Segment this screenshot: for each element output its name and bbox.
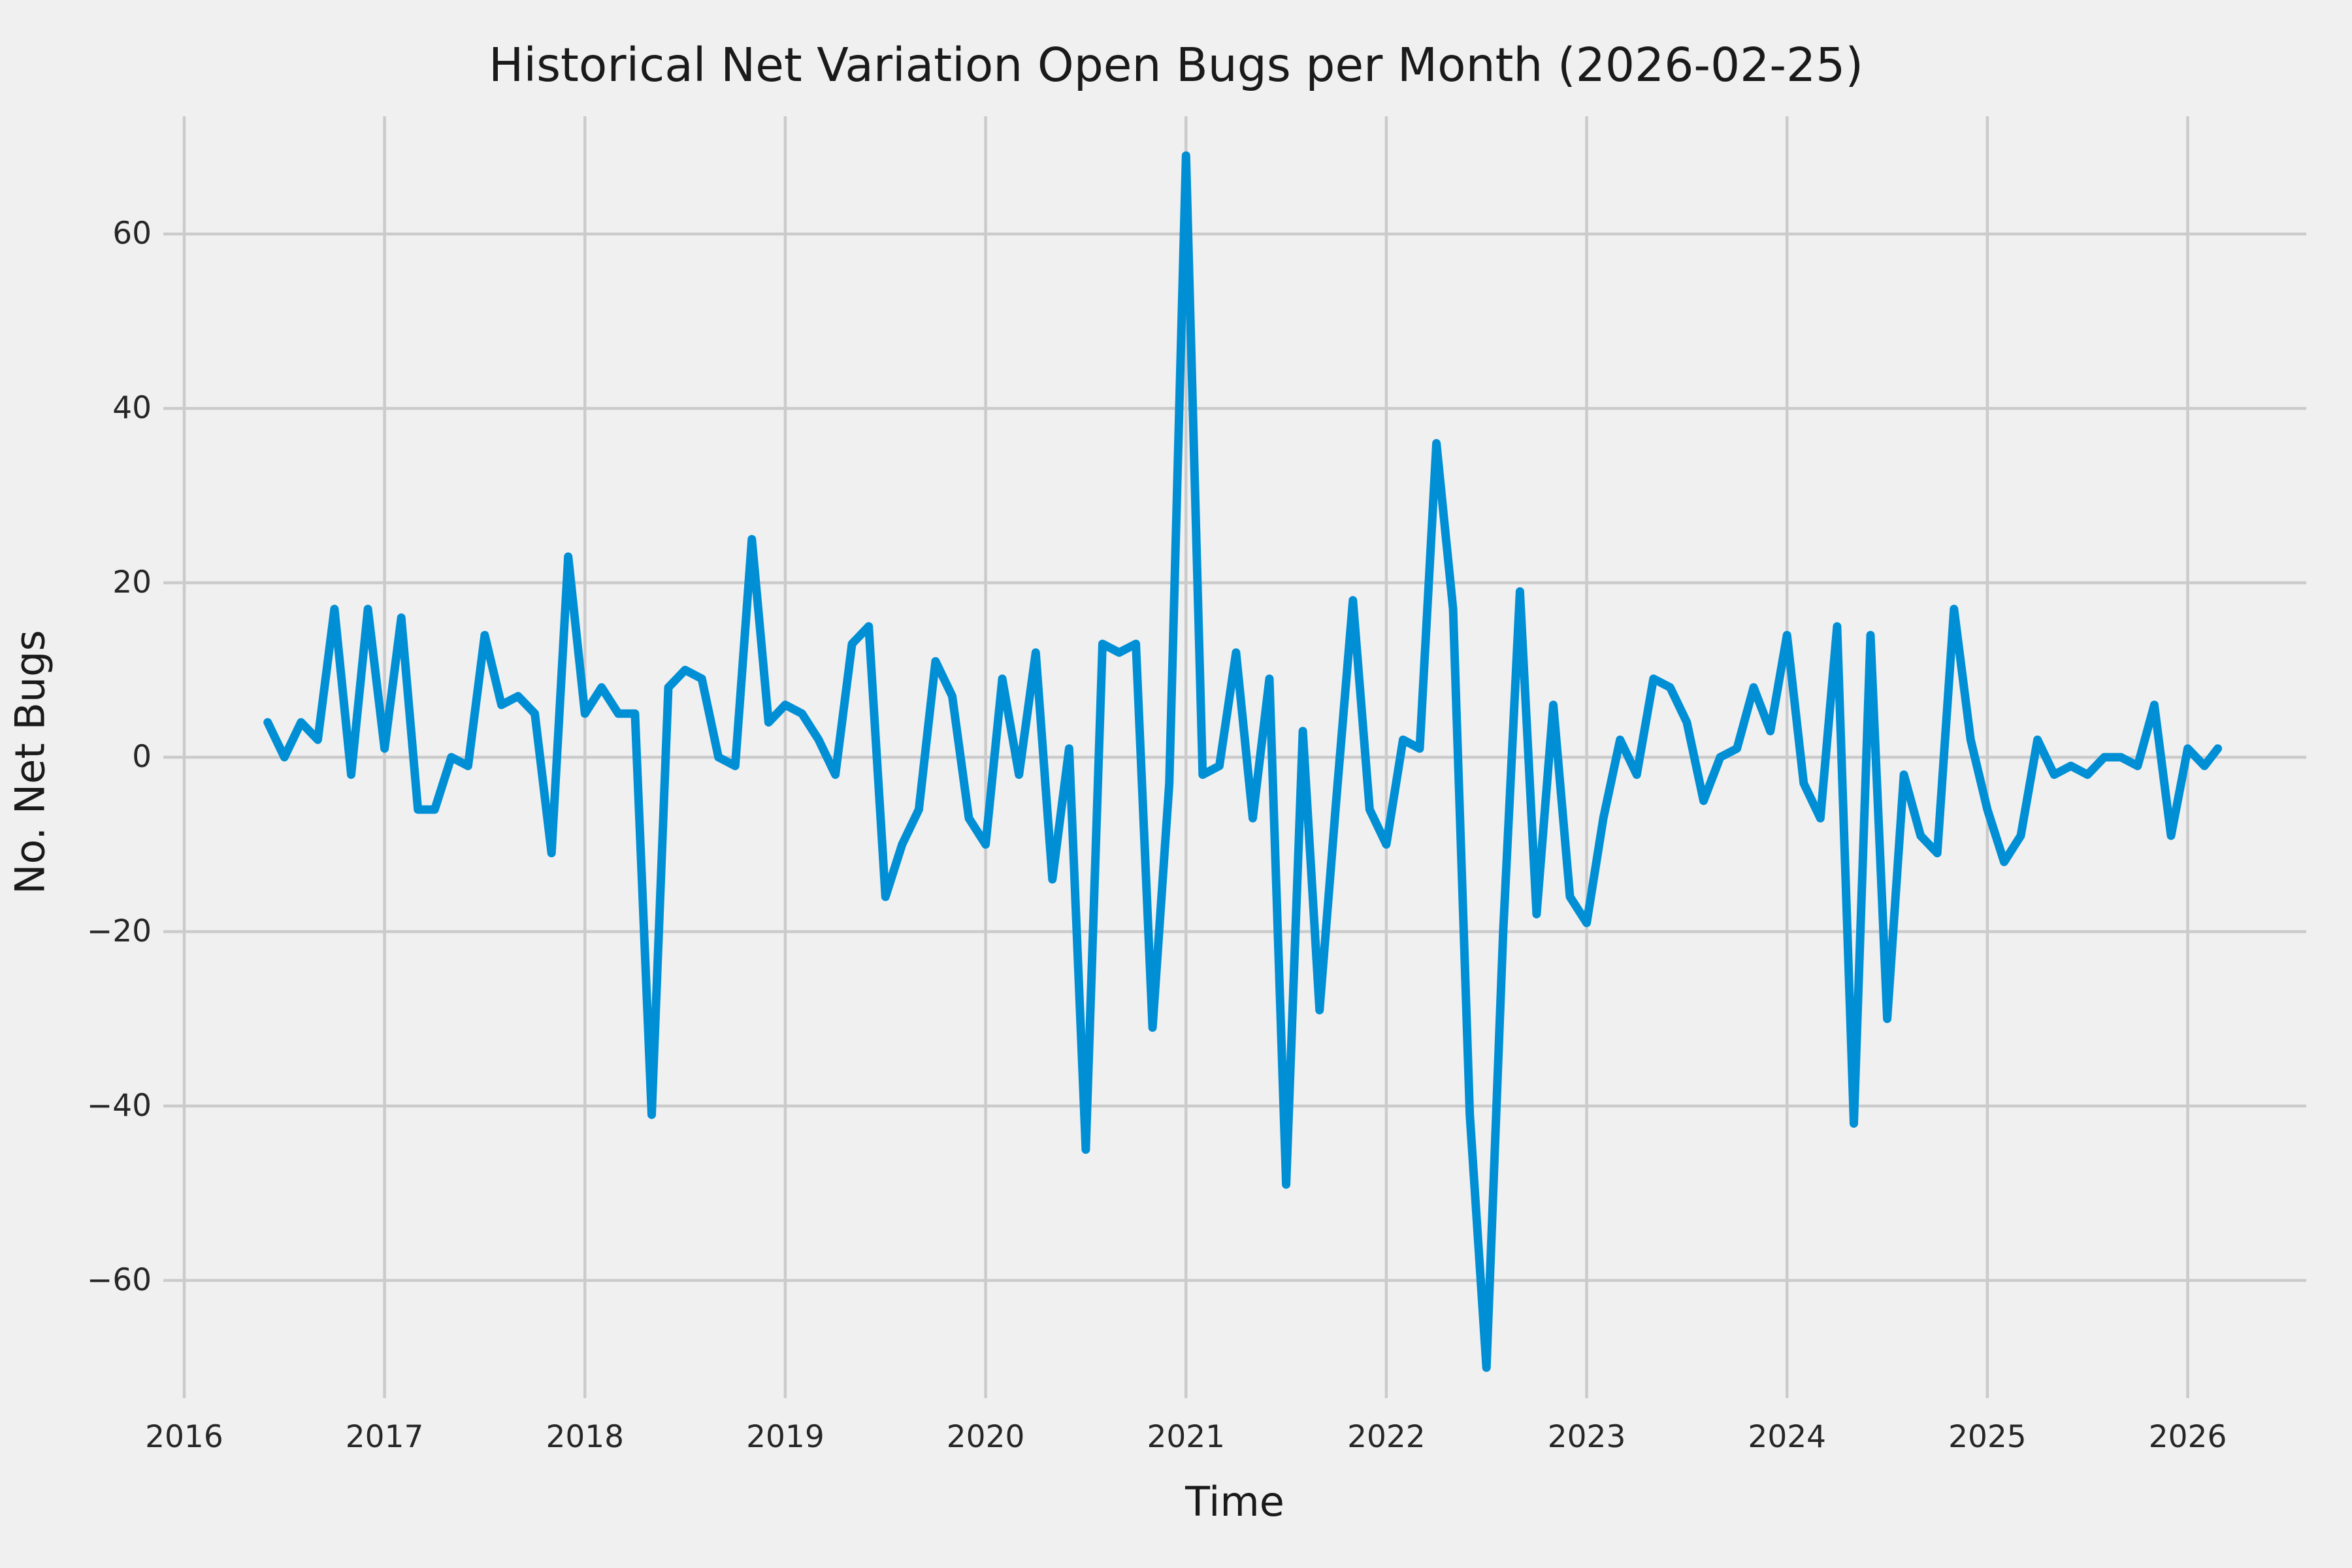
x-tick-label-2025: 2025 [1948, 1419, 2027, 1455]
x-tick-label-2017: 2017 [345, 1419, 424, 1455]
x-tick-label-2024: 2024 [1748, 1419, 1827, 1455]
x-tick-label-2016: 2016 [145, 1419, 223, 1455]
y-tick-label-0: 0 [132, 739, 152, 775]
grid-lines [163, 116, 2306, 1398]
y-tick-label--40: −40 [86, 1087, 152, 1124]
net-bugs-line-series [263, 151, 2223, 1372]
x-tick-label-2021: 2021 [1147, 1419, 1226, 1455]
x-tick-label-2020: 2020 [946, 1419, 1025, 1455]
y-tick-label--60: −60 [86, 1262, 152, 1298]
x-tick-label-2023: 2023 [1547, 1419, 1626, 1455]
x-axis-label: Time [1185, 1478, 1284, 1526]
x-tick-label-2018: 2018 [546, 1419, 625, 1455]
x-tick-label-2026: 2026 [2148, 1419, 2227, 1455]
y-tick-label-60: 60 [112, 216, 152, 252]
y-tick-label-40: 40 [112, 390, 152, 427]
chart-title: Historical Net Variation Open Bugs per M… [488, 38, 1864, 92]
x-tick-label-2019: 2019 [746, 1419, 825, 1455]
y-tick-label--20: −20 [86, 913, 152, 949]
x-tick-label-2022: 2022 [1347, 1419, 1426, 1455]
y-tick-label-20: 20 [112, 564, 152, 601]
